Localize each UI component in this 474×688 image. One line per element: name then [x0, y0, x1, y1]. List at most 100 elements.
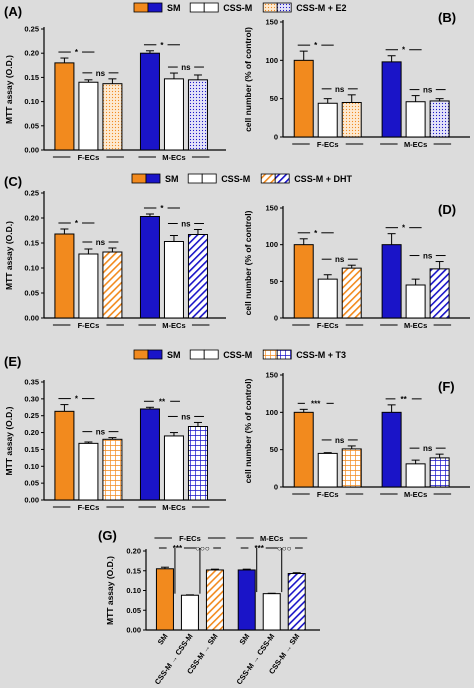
y-axis-label: cell number (% of control): [243, 27, 253, 132]
y-tick-label: 0.10: [24, 97, 39, 106]
sig-label: ns: [335, 255, 345, 264]
bar: [381, 411, 402, 488]
legend-label: SM: [167, 350, 181, 360]
legend-label: CSS-M + DHT: [294, 174, 352, 184]
sig-label: *: [75, 219, 79, 228]
y-tick-label: 0.25: [24, 411, 39, 420]
y-tick-label: 100: [265, 56, 278, 65]
legend-swatch-f: [131, 173, 147, 184]
sig-label: ns: [423, 252, 433, 261]
y-tick-label: 0.15: [24, 73, 39, 82]
sig-label: *: [75, 48, 79, 57]
sig-label: ○○○: [277, 544, 292, 553]
y-tick-label: 0.10: [24, 264, 39, 273]
y-tick-label: 0.35: [24, 378, 39, 387]
bar: [78, 253, 99, 319]
group-label: M-ECs: [404, 490, 427, 499]
sig-label: *: [75, 395, 79, 404]
legend-swatch-f: [260, 173, 276, 184]
sig-label: ***: [255, 544, 265, 553]
sig-label: ***: [173, 544, 183, 553]
y-tick-label: 0.25: [24, 25, 39, 34]
y-tick-label: 0.10: [126, 586, 141, 595]
bar: [102, 251, 123, 319]
y-tick-label: 50: [270, 94, 278, 103]
y-tick-label: 100: [265, 240, 278, 249]
y-tick-label: 0.25: [24, 189, 39, 198]
y-tick-label: 0: [274, 133, 278, 142]
bar: [139, 216, 160, 319]
y-tick-label: 150: [265, 371, 278, 380]
bar: [139, 52, 160, 151]
legend-swatch-m: [201, 173, 217, 184]
legend-swatch-f: [262, 2, 278, 13]
y-axis-label: cell number (% of control): [243, 210, 253, 315]
bar: [187, 234, 208, 319]
y-axis-label: MTT assay (O.D.): [4, 406, 14, 475]
legend-swatch-m: [147, 349, 163, 360]
y-tick-label: 0.20: [126, 547, 141, 556]
legend-label: SM: [167, 3, 181, 13]
y-tick-label: 50: [270, 445, 278, 454]
legend-swatch-f: [187, 173, 203, 184]
y-tick-label: 150: [265, 204, 278, 213]
group-label: F-ECs: [78, 321, 100, 330]
bar: [317, 452, 338, 488]
legend-swatch-f: [133, 2, 149, 13]
sig-label: ns: [335, 85, 345, 94]
sig-label: ns: [181, 412, 191, 421]
legend-swatch-f: [189, 349, 205, 360]
legend-swatch-f: [189, 2, 205, 13]
bar: [293, 244, 314, 319]
y-tick-label: 0.20: [24, 214, 39, 223]
sig-label: ***: [311, 399, 321, 408]
bar: [429, 100, 450, 138]
group-label: M-ECs: [404, 140, 427, 149]
y-axis-label: MTT assay (O.D.): [4, 221, 14, 290]
panel-label: (E): [4, 354, 21, 369]
sig-label: ns: [423, 86, 433, 95]
y-tick-label: 0.05: [24, 289, 39, 298]
panel-label: (B): [438, 10, 456, 25]
sig-label: ns: [181, 220, 191, 229]
sig-label: *: [160, 41, 164, 50]
bar: [163, 78, 184, 151]
y-tick-label: 0.05: [24, 479, 39, 488]
panel-label: (G): [98, 528, 117, 543]
legend-swatch-m: [203, 2, 219, 13]
y-axis-label: cell number (% of control): [243, 378, 253, 483]
bar: [180, 594, 199, 631]
bar: [293, 411, 314, 488]
sig-label: ns: [181, 63, 191, 72]
bar: [293, 59, 314, 138]
bar: [429, 457, 450, 488]
sig-label: *: [314, 41, 318, 50]
sig-label: **: [400, 395, 407, 404]
y-tick-label: 0.00: [24, 314, 39, 323]
y-tick-label: 0.00: [24, 496, 39, 505]
legend-swatch-f: [262, 349, 278, 360]
legend-label: SM: [165, 174, 179, 184]
group-label: M-ECs: [162, 503, 185, 512]
bar: [287, 573, 306, 631]
bar: [155, 568, 174, 631]
bar: [78, 81, 99, 151]
group-label: F-ECs: [317, 321, 339, 330]
legend-swatch-m: [276, 349, 292, 360]
group-label: M-ECs: [404, 321, 427, 330]
legend-label: CSS-M: [223, 350, 252, 360]
bar: [102, 438, 123, 501]
y-tick-label: 150: [265, 18, 278, 27]
legend-label: CSS-M + E2: [296, 3, 346, 13]
sig-label: ○○○: [195, 544, 210, 553]
bar: [163, 435, 184, 501]
y-tick-label: 0.05: [24, 121, 39, 130]
x-tick-label: SM: [156, 632, 170, 646]
bar: [54, 410, 75, 501]
y-tick-label: 0.20: [24, 428, 39, 437]
y-tick-label: 0.30: [24, 394, 39, 403]
y-tick-label: 0.15: [24, 445, 39, 454]
y-tick-label: 0: [274, 314, 278, 323]
y-tick-label: 0.10: [24, 462, 39, 471]
